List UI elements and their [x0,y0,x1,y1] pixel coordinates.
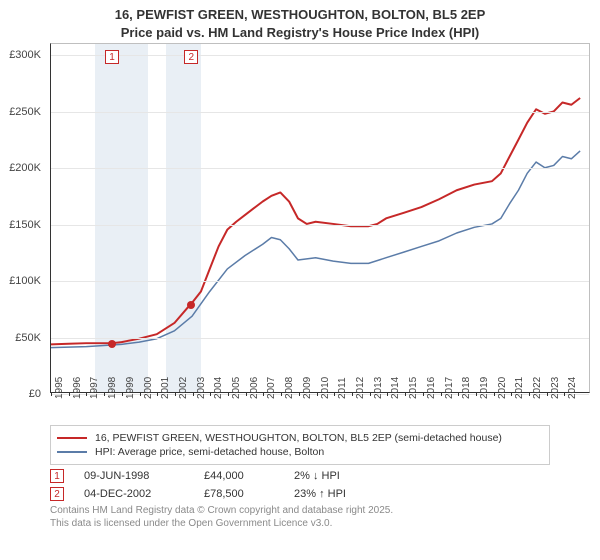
title-line2: Price paid vs. HM Land Registry's House … [0,24,600,42]
x-tick-label: 2003 [196,377,207,399]
x-tick-label: 1998 [107,377,118,399]
sales-diff-1: 2% ↓ HPI [294,470,384,482]
legend-swatch-hpi [57,451,87,453]
sales-price-1: £44,000 [204,470,274,482]
sales-badge-1: 1 [50,469,64,483]
legend-label-hpi: HPI: Average price, semi-detached house,… [95,446,324,458]
legend-swatch-price [57,437,87,439]
x-tick-label: 2001 [160,377,171,399]
sales-price-2: £78,500 [204,488,274,500]
y-tick-label: £200K [9,162,41,174]
x-tick-label: 2012 [355,377,366,399]
sale-marker-label: 2 [184,50,198,64]
x-tick-label: 2011 [337,378,348,400]
legend-item-hpi: HPI: Average price, semi-detached house,… [57,446,543,458]
chart-title: 16, PEWFIST GREEN, WESTHOUGHTON, BOLTON,… [0,0,600,43]
legend: 16, PEWFIST GREEN, WESTHOUGHTON, BOLTON,… [50,425,550,465]
title-line1: 16, PEWFIST GREEN, WESTHOUGHTON, BOLTON,… [0,6,600,24]
x-tick-label: 2018 [461,377,472,399]
legend-label-price: 16, PEWFIST GREEN, WESTHOUGHTON, BOLTON,… [95,432,502,444]
y-tick-label: £0 [29,388,41,400]
x-tick-label: 1995 [54,377,65,399]
y-tick-label: £300K [9,49,41,61]
sales-diff-2: 23% ↑ HPI [294,488,384,500]
x-tick-label: 2017 [444,377,455,399]
footer-attribution: Contains HM Land Registry data © Crown c… [50,505,590,530]
x-axis: 1995199619971998199920002001200220032004… [50,393,590,423]
footer-line1: Contains HM Land Registry data © Crown c… [50,505,590,518]
x-tick-label: 2002 [178,377,189,399]
x-tick-label: 1996 [72,377,83,399]
x-tick-label: 1997 [89,377,100,399]
x-tick-label: 2005 [231,377,242,399]
sales-date-1: 09-JUN-1998 [84,470,184,482]
x-tick-label: 2013 [373,377,384,399]
sale-marker-dot [108,340,116,348]
sales-row-2: 2 04-DEC-2002 £78,500 23% ↑ HPI [50,487,550,501]
y-tick-label: £250K [9,106,41,118]
x-tick-label: 2023 [550,377,561,399]
chart-plot-area: £0£50K£100K£150K£200K£250K£300K 12 [50,43,590,393]
x-tick-label: 2014 [390,377,401,399]
x-tick-label: 2010 [320,377,331,399]
x-tick-label: 2015 [408,377,419,399]
y-tick-label: £50K [15,332,41,344]
sales-table: 1 09-JUN-1998 £44,000 2% ↓ HPI 2 04-DEC-… [50,469,550,501]
sale-marker-dot [187,301,195,309]
x-tick-label: 2022 [532,377,543,399]
y-axis: £0£50K£100K£150K£200K£250K£300K [5,44,47,392]
x-tick-label: 1999 [125,377,136,399]
y-tick-label: £100K [9,275,41,287]
x-tick-label: 2019 [479,377,490,399]
sale-marker-label: 1 [105,50,119,64]
x-tick-label: 2020 [497,377,508,399]
x-tick-label: 2021 [514,377,525,399]
legend-item-price: 16, PEWFIST GREEN, WESTHOUGHTON, BOLTON,… [57,432,543,444]
x-tick-label: 2000 [143,377,154,399]
x-tick-label: 2024 [567,377,578,399]
sales-row-1: 1 09-JUN-1998 £44,000 2% ↓ HPI [50,469,550,483]
x-tick-label: 2007 [266,377,277,399]
x-tick-label: 2006 [249,377,260,399]
y-tick-label: £150K [9,219,41,231]
footer-line2: This data is licensed under the Open Gov… [50,518,590,531]
x-tick-label: 2008 [284,377,295,399]
x-tick-label: 2016 [426,377,437,399]
sales-date-2: 04-DEC-2002 [84,488,184,500]
x-tick-label: 2009 [302,377,313,399]
chart-lines [51,44,589,393]
x-tick-label: 2004 [213,377,224,399]
sales-badge-2: 2 [50,487,64,501]
